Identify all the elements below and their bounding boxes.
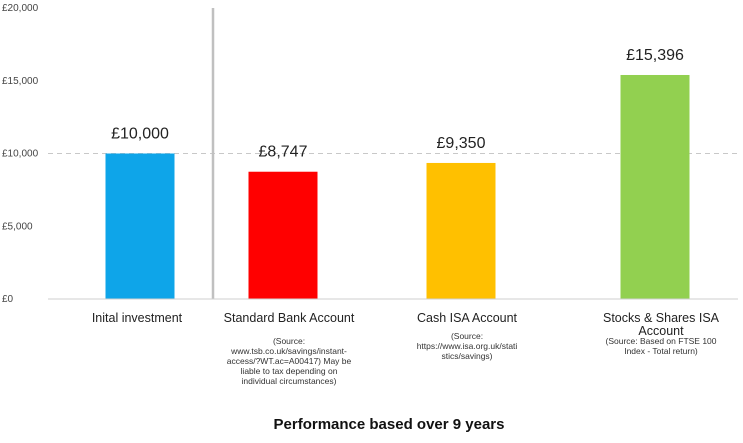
y-tick-label: £5,000: [2, 221, 33, 232]
bar: [620, 74, 690, 300]
y-tick-label: £15,000: [2, 76, 39, 87]
category-note: (Source: Based on FTSE 100: [605, 336, 716, 346]
category-label: Stocks & Shares ISA: [603, 311, 720, 325]
category-note: access/?WT.ac=A00417) May be: [227, 356, 352, 366]
data-label: £8,747: [259, 144, 308, 161]
data-labels-group: £10,000 £8,747 £9,350 £15,396: [111, 47, 684, 161]
bars-group: [105, 74, 690, 300]
bar: [248, 171, 318, 299]
category-label: Standard Bank Account: [224, 311, 355, 325]
data-label: £9,350: [437, 135, 486, 152]
y-tick-label: £20,000: [2, 3, 39, 14]
category-note: (Source:: [273, 336, 305, 346]
category-labels: Inital investment Standard Bank Account Ca…: [92, 311, 720, 338]
category-note: www.tsb.co.uk/savings/instant-: [230, 346, 347, 356]
category-label: Account: [638, 324, 684, 338]
bar: [426, 162, 496, 299]
data-label: £10,000: [111, 126, 169, 143]
category-notes: (Source:www.tsb.co.uk/savings/instant-ac…: [227, 331, 717, 386]
category-note: Index - Total return): [624, 346, 698, 356]
y-tick-label: £0: [2, 294, 14, 305]
category-note: liable to tax depending on: [241, 366, 338, 376]
category-label: Inital investment: [92, 311, 183, 325]
data-label: £15,396: [626, 47, 684, 64]
category-note: https://www.isa.org.uk/stati: [417, 341, 518, 351]
x-axis-title: Performance based over 9 years: [274, 416, 505, 433]
category-note: (Source:: [451, 331, 483, 341]
category-label: Cash ISA Account: [417, 311, 518, 325]
category-note: individual circumstances): [242, 376, 337, 386]
category-note: stics/savings): [441, 351, 492, 361]
y-tick-label: £10,000: [2, 149, 39, 160]
bar: [105, 153, 175, 299]
y-axis-ticks: £0 £5,000 £10,000 £15,000 £20,000: [2, 3, 39, 305]
